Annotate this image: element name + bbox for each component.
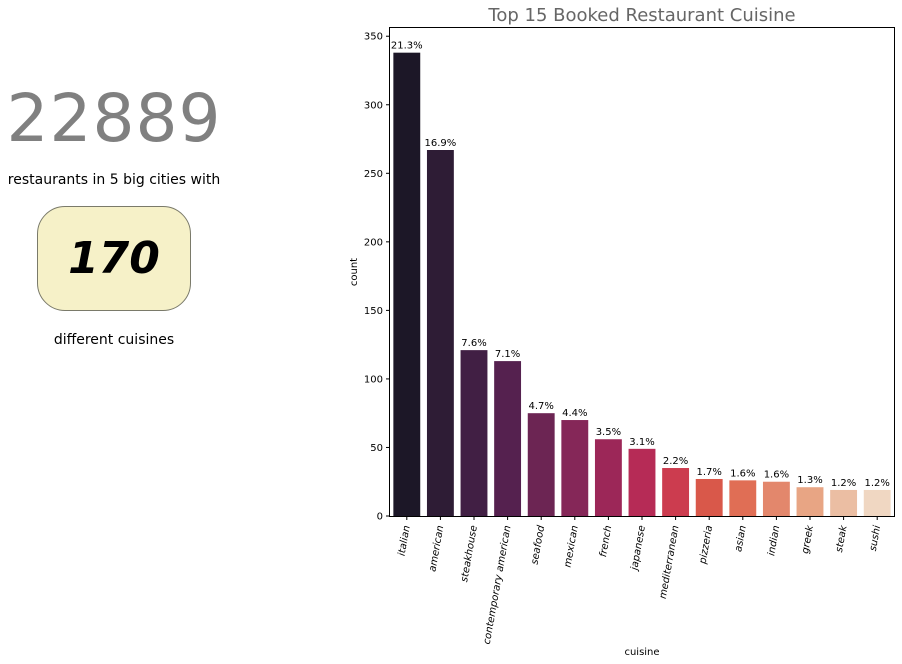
x-tick-label: contemporary american — [482, 525, 514, 646]
bar-american — [426, 150, 454, 516]
x-tick-label: pizzeria — [697, 525, 715, 566]
bar-data-label: 1.3% — [797, 475, 822, 486]
bar-data-label: 4.7% — [528, 401, 553, 412]
bar-indian — [762, 481, 790, 516]
bar-data-label: 4.4% — [562, 408, 587, 419]
bar-data-label: 1.6% — [764, 470, 789, 481]
bar-greek — [796, 487, 824, 516]
y-tick-label: 350 — [364, 32, 383, 43]
bar-mexican — [561, 420, 589, 516]
x-axis: italian american steakhouse contemporary am… — [397, 516, 883, 646]
bar-contemporary-american — [494, 361, 522, 516]
bar-asian — [729, 480, 757, 516]
bar-data-label: 1.2% — [831, 478, 856, 489]
x-tick-label: steakhouse — [459, 525, 480, 583]
y-axis: 0 50 100 150 200 250 300 350 — [364, 32, 390, 523]
restaurants-caption: restaurants in 5 big cities with — [7, 172, 221, 188]
x-tick-label: indian — [766, 525, 782, 557]
bar-seafood — [527, 413, 555, 516]
bar-steak — [830, 489, 858, 516]
restaurant-count: 22889 — [6, 80, 222, 157]
bar-mediterranean — [662, 468, 690, 516]
x-tick-label: sushi — [868, 524, 883, 552]
x-tick-label: italian — [397, 525, 413, 557]
bar-pizzeria — [695, 478, 723, 516]
cuisine-count-box: 170 — [37, 206, 191, 311]
bar-sushi — [863, 489, 891, 516]
plot-frame — [389, 27, 895, 517]
bar-data-label: 16.9% — [425, 138, 457, 149]
y-tick-label: 50 — [370, 443, 383, 454]
bar-data-label: 1.2% — [864, 478, 889, 489]
y-axis-label: count — [349, 258, 360, 286]
bar-italian — [393, 52, 421, 516]
bar-data-label: 1.6% — [730, 468, 755, 479]
x-tick-label: american — [427, 525, 446, 573]
x-tick-label: mediterranean — [658, 525, 682, 600]
y-tick-label: 250 — [364, 169, 383, 180]
cuisine-count: 170 — [68, 233, 160, 284]
x-tick-label: japanese — [629, 525, 648, 573]
bar-french — [594, 439, 622, 516]
bars: 21.3% 16.9% 7.6% 7.1% 4.7% 4.4% 3.5% 3.1% 2.2% 1.… — [391, 41, 891, 516]
x-tick-label: mexican — [563, 525, 581, 569]
x-tick-label: seafood — [529, 524, 547, 566]
chart-title: Top 15 Booked Restaurant Cuisine — [487, 5, 795, 26]
bar-data-label: 7.6% — [461, 338, 486, 349]
x-tick-label: asian — [733, 525, 748, 553]
bar-data-label: 7.1% — [495, 349, 520, 360]
cuisines-caption: different cuisines — [53, 332, 175, 348]
bar-japanese — [628, 448, 656, 516]
bar-data-label: 3.1% — [629, 437, 654, 448]
y-tick-label: 150 — [364, 306, 383, 317]
bar-data-label: 21.3% — [391, 41, 423, 52]
y-tick-label: 200 — [364, 237, 383, 248]
x-tick-label: steak — [834, 523, 850, 553]
x-tick-label: french — [598, 525, 614, 558]
bar-steakhouse — [460, 350, 488, 516]
bar-data-label: 2.2% — [663, 456, 688, 467]
y-tick-label: 100 — [364, 374, 383, 385]
y-tick-label: 300 — [364, 100, 383, 111]
bar-data-label: 1.7% — [696, 467, 721, 478]
x-tick-label: greek — [800, 523, 816, 554]
x-axis-label: cuisine — [624, 647, 659, 658]
bar-data-label: 3.5% — [596, 427, 621, 438]
y-tick-label: 0 — [377, 512, 383, 523]
